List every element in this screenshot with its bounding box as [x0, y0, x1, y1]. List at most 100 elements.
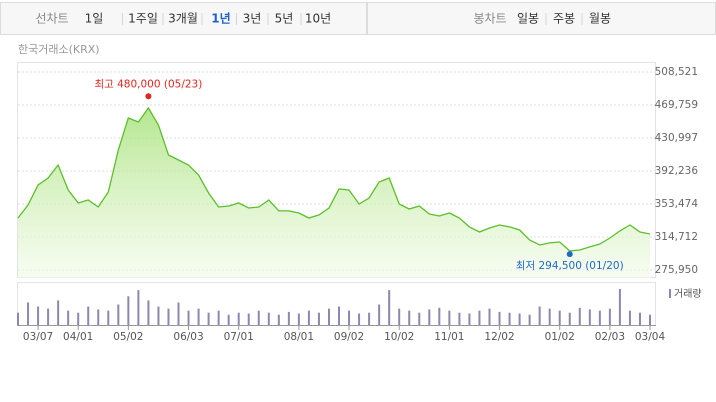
volume-bar: [207, 312, 210, 325]
volume-bar: [428, 309, 431, 325]
x-tick-label: 09/02: [334, 331, 364, 343]
volume-bar: [227, 314, 230, 325]
x-tick-label: 02/03: [595, 331, 625, 343]
volume-bar: [368, 312, 371, 325]
volume-legend: 거래량: [674, 288, 702, 300]
volume-bar: [558, 310, 561, 325]
y-tick-label: 508,521: [655, 66, 698, 78]
volume-legend-swatch: [669, 289, 671, 298]
period-tab[interactable]: 1일: [85, 12, 104, 26]
volume-bar: [538, 306, 541, 325]
volume-bar: [177, 302, 180, 325]
volume-bar: [518, 313, 521, 325]
volume-bar: [388, 290, 391, 325]
y-tick-label: 392,236: [655, 165, 699, 177]
candle-tab[interactable]: 월봉: [589, 12, 611, 26]
candle-tab-bar: [367, 2, 716, 35]
period-tab[interactable]: 3년: [243, 12, 262, 26]
volume-bar: [297, 313, 300, 325]
extreme-label: 최고 480,000 (05/23): [94, 78, 202, 90]
x-tick-label: 04/01: [63, 331, 93, 343]
extreme-marker: [566, 251, 573, 258]
volume-bar: [348, 310, 351, 325]
volume-bar: [67, 310, 70, 325]
volume-bar: [618, 288, 621, 325]
volume-bar: [458, 312, 461, 325]
period-tab[interactable]: 1주일: [128, 12, 158, 26]
volume-bar: [588, 309, 591, 325]
candle-chart-label: 봉차트: [473, 12, 506, 26]
x-tick-label: 07/01: [224, 331, 254, 343]
period-tab[interactable]: 3개월: [168, 12, 198, 26]
volume-bar: [137, 290, 140, 325]
candle-tab[interactable]: 주봉: [553, 12, 575, 26]
volume-bar: [649, 314, 651, 325]
extreme-marker: [145, 93, 152, 100]
source-label: 한국거래소(KRX): [18, 43, 100, 56]
volume-bar: [17, 312, 19, 325]
volume-bar: [147, 300, 150, 325]
x-tick-label: 10/02: [384, 331, 414, 343]
volume-bar: [628, 310, 631, 325]
volume-bar: [267, 312, 270, 325]
volume-bar: [327, 308, 330, 325]
volume-bar: [478, 310, 481, 325]
volume-bar: [217, 310, 220, 325]
volume-bar: [548, 308, 551, 325]
volume-bar: [237, 312, 240, 325]
volume-bar: [317, 312, 320, 325]
candle-tab[interactable]: 일봉: [517, 12, 539, 26]
x-tick-label: 12/02: [484, 331, 514, 343]
volume-bar: [598, 310, 601, 325]
x-tick-label: 01/02: [545, 331, 575, 343]
price-line: [17, 106, 651, 252]
volume-bar: [277, 314, 280, 325]
volume-bar: [488, 308, 491, 325]
x-tick-label: 06/03: [173, 331, 203, 343]
line-chart-label: 선차트: [35, 12, 68, 26]
volume-bar: [358, 313, 361, 325]
volume-bar: [338, 306, 341, 325]
period-tab-bar: [0, 2, 367, 35]
volume-bar: [408, 310, 411, 325]
volume-bar: [157, 306, 160, 325]
volume-bar: [187, 310, 190, 325]
price-area: [18, 108, 650, 278]
period-tab[interactable]: 10년: [305, 12, 331, 26]
period-tab[interactable]: 5년: [275, 12, 294, 26]
volume-bar: [167, 308, 170, 325]
y-tick-label: 314,712: [655, 231, 698, 243]
volume-bar: [47, 308, 50, 325]
volume-bar: [528, 314, 531, 325]
x-tick-label: 08/01: [284, 331, 314, 343]
volume-bar: [307, 310, 310, 325]
x-tick-label: 03/04: [635, 331, 666, 343]
volume-bar: [107, 310, 110, 325]
period-tab[interactable]: 1년: [211, 12, 230, 26]
x-tick-label: 11/01: [434, 331, 464, 343]
x-tick-label: 05/02: [113, 331, 143, 343]
volume-bar: [77, 312, 80, 325]
y-tick-label: 469,759: [655, 99, 698, 111]
volume-bar: [97, 309, 100, 325]
volume-bar: [197, 308, 200, 325]
volume-bar: [568, 312, 571, 325]
y-tick-label: 275,950: [655, 264, 698, 276]
x-tick-label: 03/07: [23, 331, 53, 343]
volume-bar: [247, 313, 250, 325]
volume-bar: [638, 312, 641, 325]
extreme-label: 최저 294,500 (01/20): [516, 260, 624, 272]
volume-bar: [378, 304, 381, 325]
volume-bar: [57, 300, 60, 325]
y-tick-label: 430,997: [655, 132, 698, 144]
volume-bar: [117, 304, 120, 325]
volume-bar: [578, 307, 581, 325]
y-tick-label: 353,474: [655, 198, 699, 210]
volume-bar: [127, 296, 130, 325]
volume-bar: [608, 308, 611, 325]
volume-bar: [287, 311, 290, 325]
volume-bar: [257, 310, 260, 325]
volume-bar: [448, 310, 451, 325]
volume-bar: [27, 302, 30, 325]
